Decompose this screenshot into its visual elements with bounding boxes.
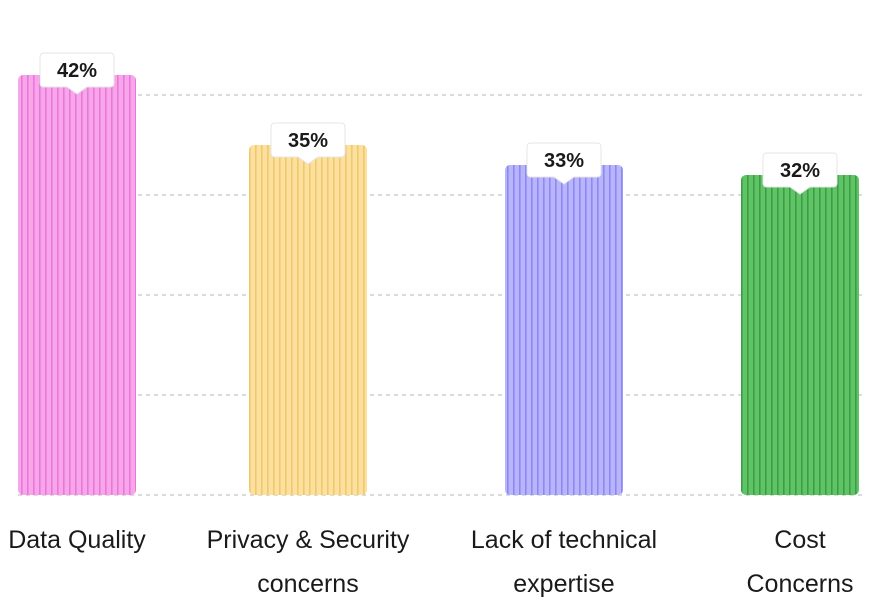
category-label: expertise (513, 570, 614, 598)
bars (18, 75, 859, 495)
category-label: Privacy & Security (207, 526, 410, 554)
value-label: 33% (544, 150, 584, 172)
category-labels: Data Quality Privacy & Security concerns La… (8, 526, 853, 598)
category-label: Concerns (747, 570, 854, 598)
value-label: 35% (288, 130, 328, 152)
value-badge: 32% (762, 152, 838, 195)
value-badge-shape (762, 152, 838, 195)
value-labels: 42% 35% 33% 32% (39, 52, 838, 195)
bar (249, 145, 367, 495)
category-label: concerns (257, 570, 358, 598)
category-label: Data Quality (8, 526, 146, 554)
category-label: Cost (774, 526, 825, 554)
value-badge: 35% (270, 122, 346, 165)
value-label: 32% (780, 160, 820, 182)
bar (505, 165, 623, 495)
value-badge: 42% (39, 52, 115, 95)
bar (18, 75, 136, 495)
value-badge-shape (270, 122, 346, 165)
value-badge-shape (39, 52, 115, 95)
value-badge: 33% (526, 142, 602, 185)
grid-lines (18, 94, 862, 496)
value-label: 42% (57, 60, 97, 82)
category-label: Lack of technical (471, 526, 657, 554)
bar (741, 175, 859, 495)
value-badge-shape (526, 142, 602, 185)
